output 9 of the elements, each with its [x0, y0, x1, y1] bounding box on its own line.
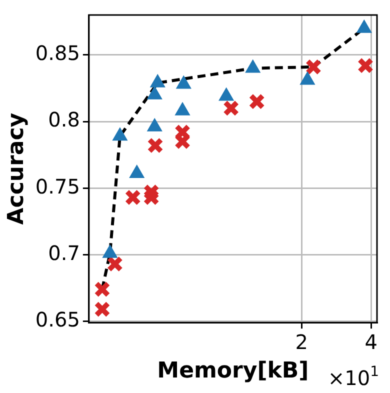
- y-tick-label: 0.65: [35, 307, 80, 332]
- x-tick-label: 2: [295, 330, 308, 354]
- y-tick-label: 0.75: [35, 174, 80, 198]
- y-tick-label: 0.85: [35, 41, 80, 66]
- y-tick-label: 0.7: [48, 240, 80, 265]
- y-tick-label: 0.8: [48, 108, 80, 132]
- y-axis-title: Accuracy: [4, 112, 29, 225]
- x-tick-label: 4: [364, 330, 378, 354]
- x-axis-title: Memory[kB]: [157, 358, 309, 384]
